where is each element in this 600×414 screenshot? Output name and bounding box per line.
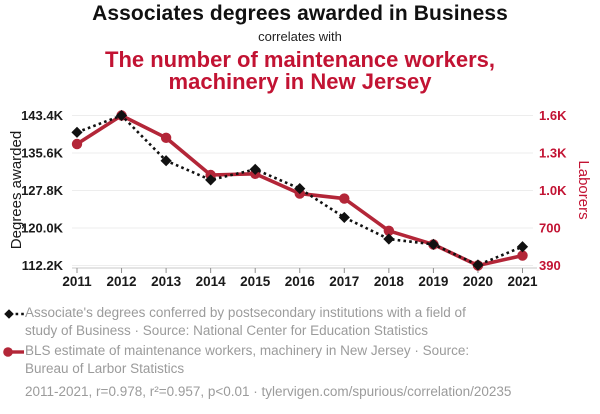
legend-text-degrees: Associate's degrees conferred by postsec… xyxy=(25,304,599,339)
black-diamond-dotted-line-icon xyxy=(4,309,25,319)
x-axis-tick-label: 2013 xyxy=(151,274,182,289)
correlates-with-text: correlates with xyxy=(258,29,342,44)
data-point-circle xyxy=(339,193,350,204)
chart-area: 2011 2012 2013 2014 2015 2016 2017 2018 2019 2020… xyxy=(0,100,600,300)
data-point-circle xyxy=(160,132,172,144)
data-point-diamond xyxy=(294,182,306,195)
subtitle-line-1: The number of maintenance workers, xyxy=(105,47,495,72)
x-axis-tick-label: 2011 xyxy=(62,274,92,289)
subtitle-line-2: machinery in New Jersey xyxy=(168,69,432,94)
legend-item-laborers: BLS estimate of maintenance workers, mac… xyxy=(1,342,599,377)
left-axis-tick-label: 135.6K xyxy=(21,146,64,161)
left-axis-tick-label: 127.8K xyxy=(21,183,64,198)
chart-subtitle: The number of maintenance workers, machi… xyxy=(0,49,600,93)
legend-degrees-line-1: Associate's degrees conferred by postsec… xyxy=(25,305,466,320)
footer-stats: 2011-2021, r=0.978, r²=0.957, p<0.01 · t… xyxy=(25,384,512,399)
right-axis-tick-label: 1.3K xyxy=(539,146,567,161)
left-axis-tick-label: 120.0K xyxy=(21,221,64,236)
red-circle-solid-line-icon xyxy=(3,347,24,357)
data-point-diamond xyxy=(383,233,395,245)
x-axis-tick-label: 2016 xyxy=(285,274,316,289)
legend-text-laborers: BLS estimate of maintenance workers, mac… xyxy=(25,342,599,377)
right-axis-tick-label: 700 xyxy=(539,221,561,236)
data-point-diamond xyxy=(427,238,439,250)
left-axis-tick-label: 143.4K xyxy=(21,108,64,123)
left-axis-tick-label: 112.2K xyxy=(22,258,64,273)
x-axis-tick-label: 2012 xyxy=(107,274,137,289)
x-axis-tick-label: 2018 xyxy=(374,274,405,289)
data-point-diamond xyxy=(338,211,350,224)
data-point-diamond xyxy=(205,174,217,186)
legend-laborers-line-2: Bureau of Larbor Statistics xyxy=(25,360,185,376)
x-axis-tick-label: 2014 xyxy=(196,274,227,289)
right-axis-title: Laborers xyxy=(575,160,592,220)
right-axis-tick-label: 1.0K xyxy=(539,183,567,198)
x-axis-tick-label: 2017 xyxy=(329,274,359,289)
data-point-diamond xyxy=(472,259,484,271)
legend-laborers-line-1: BLS estimate of maintenance workers, mac… xyxy=(25,343,470,358)
data-point-circle xyxy=(71,138,83,150)
x-axis-tick-label: 2019 xyxy=(418,274,448,289)
legend-degrees-line-2: study of Business · Source: National Cen… xyxy=(25,322,428,338)
x-axis-tick-label: 2020 xyxy=(463,274,493,289)
data-point-diamond xyxy=(71,126,83,138)
legend-item-degrees: Associate's degrees conferred by postsec… xyxy=(1,304,599,339)
data-point-circle xyxy=(383,225,395,236)
chart-title: Associates degrees awarded in Business xyxy=(92,2,508,25)
x-axis-tick-label: 2015 xyxy=(240,274,271,289)
line-chart: 2011 2012 2013 2014 2015 2016 2017 2018 2019 2020… xyxy=(21,108,567,289)
data-point-circle xyxy=(517,250,528,261)
left-axis-title: Degrees awarded xyxy=(8,130,25,250)
data-point-diamond xyxy=(516,241,529,253)
x-axis-tick-label: 2021 xyxy=(507,274,538,289)
series-line-degrees xyxy=(76,114,523,267)
data-point-diamond xyxy=(249,163,261,175)
right-axis-tick-label: 390 xyxy=(539,258,561,273)
right-axis-tick-label: 1.6K xyxy=(539,108,567,123)
